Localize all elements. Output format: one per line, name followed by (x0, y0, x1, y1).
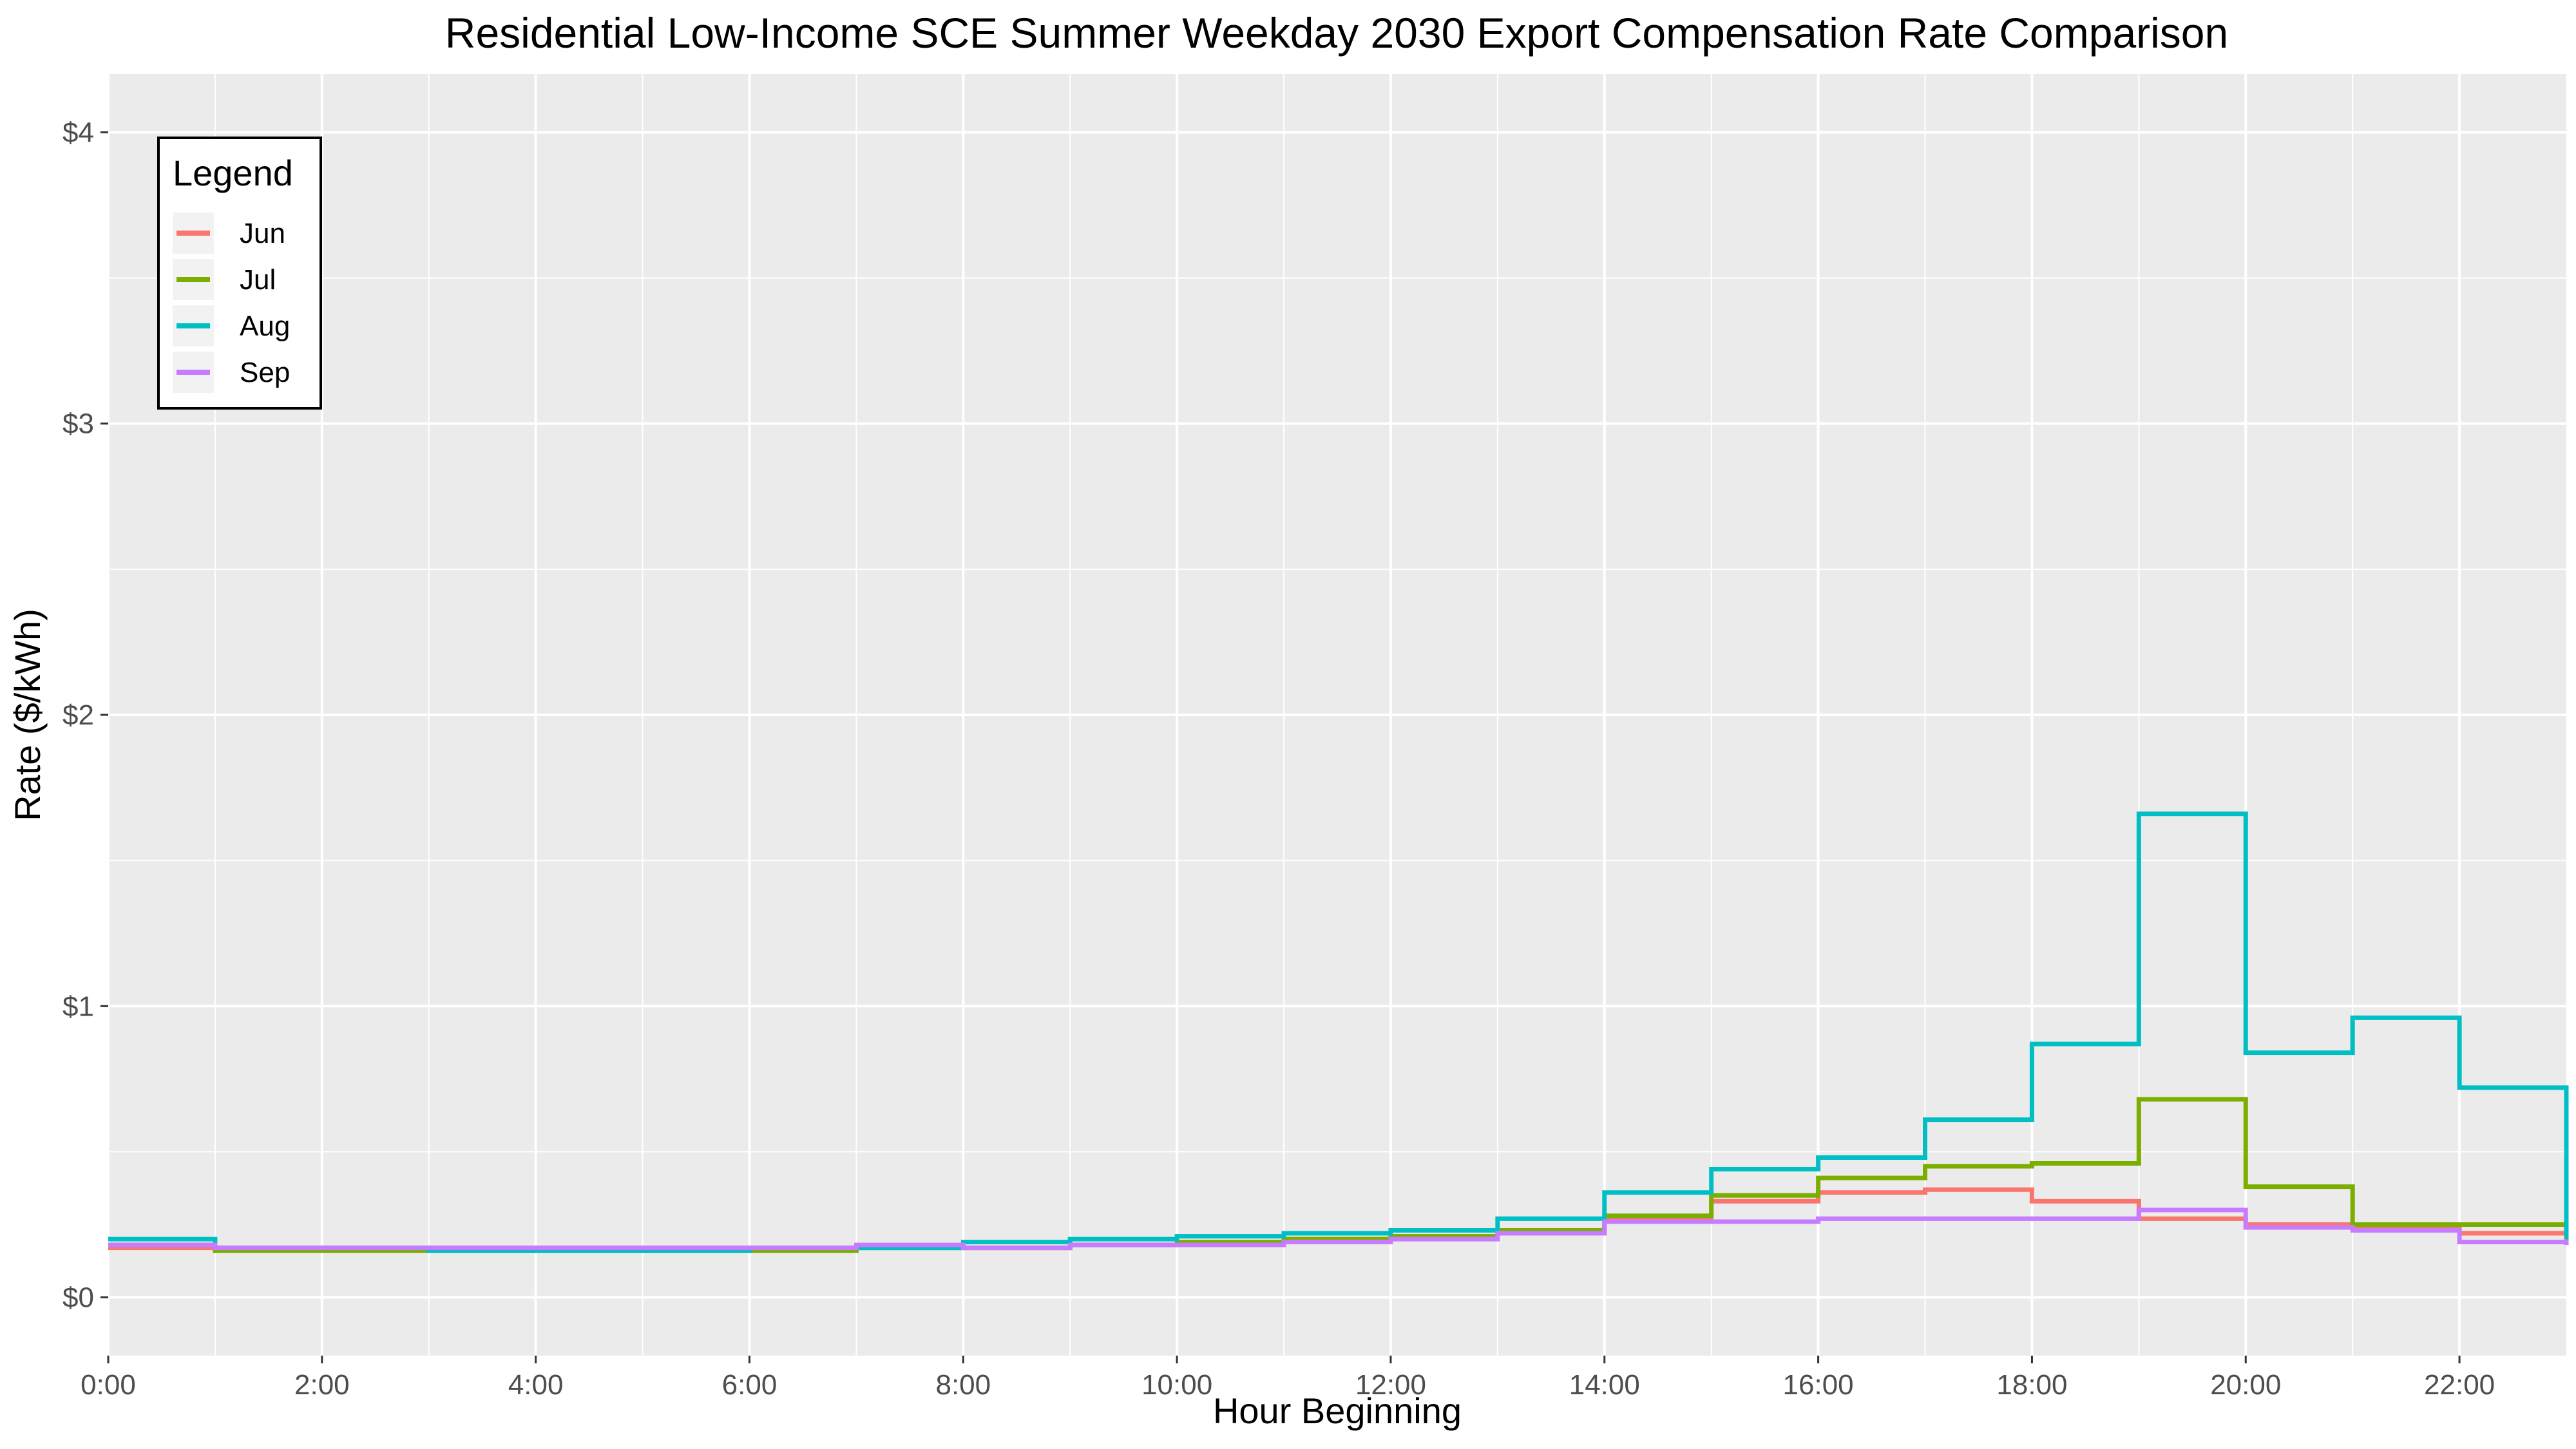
legend-label-sep: Sep (240, 357, 290, 388)
y-tick-label: $2 (62, 699, 94, 731)
x-tick-label: 8:00 (935, 1369, 991, 1401)
legend-label-jul: Jul (240, 264, 276, 296)
series-line-sep (108, 1208, 2569, 1251)
x-tick-label: 10:00 (1141, 1369, 1212, 1401)
x-tick-label: 2:00 (294, 1369, 350, 1401)
x-tick-label: 20:00 (2210, 1369, 2281, 1401)
series-line-aug (108, 811, 2569, 1253)
x-tick-label: 4:00 (508, 1369, 564, 1401)
legend-items: Jun Jul Aug Sep (173, 213, 290, 393)
legend-label-aug: Aug (240, 310, 290, 342)
y-tick-label: $0 (62, 1282, 94, 1314)
y-axis: $0 $1 $2 $3 $4 (62, 117, 108, 1314)
y-tick-label: $1 (62, 990, 94, 1022)
y-axis-title: Rate ($/kWh) (7, 609, 48, 821)
y-tick-label: $4 (62, 117, 94, 148)
x-axis-title: Hour Beginning (1213, 1390, 1462, 1431)
x-tick-label: 16:00 (1783, 1369, 1854, 1401)
legend-title: Legend (173, 153, 293, 193)
x-axis: 0:00 2:00 4:00 6:00 8:00 10:00 12:00 14:00 16:00… (81, 1356, 2495, 1401)
x-tick-label: 14:00 (1569, 1369, 1640, 1401)
x-tick-label: 22:00 (2424, 1369, 2495, 1401)
legend: Legend Jun Jul Aug Sep (157, 137, 322, 410)
legend-label-jun: Jun (240, 218, 285, 249)
chart-title: Residential Low-Income SCE Summer Weekda… (445, 9, 2228, 57)
x-tick-label: 0:00 (81, 1369, 136, 1401)
x-tick-label: 6:00 (722, 1369, 778, 1401)
series-lines (108, 811, 2569, 1253)
x-tick-label: 18:00 (1996, 1369, 2067, 1401)
x-tick-label: 12:00 (1355, 1369, 1426, 1401)
y-tick-label: $3 (62, 408, 94, 440)
